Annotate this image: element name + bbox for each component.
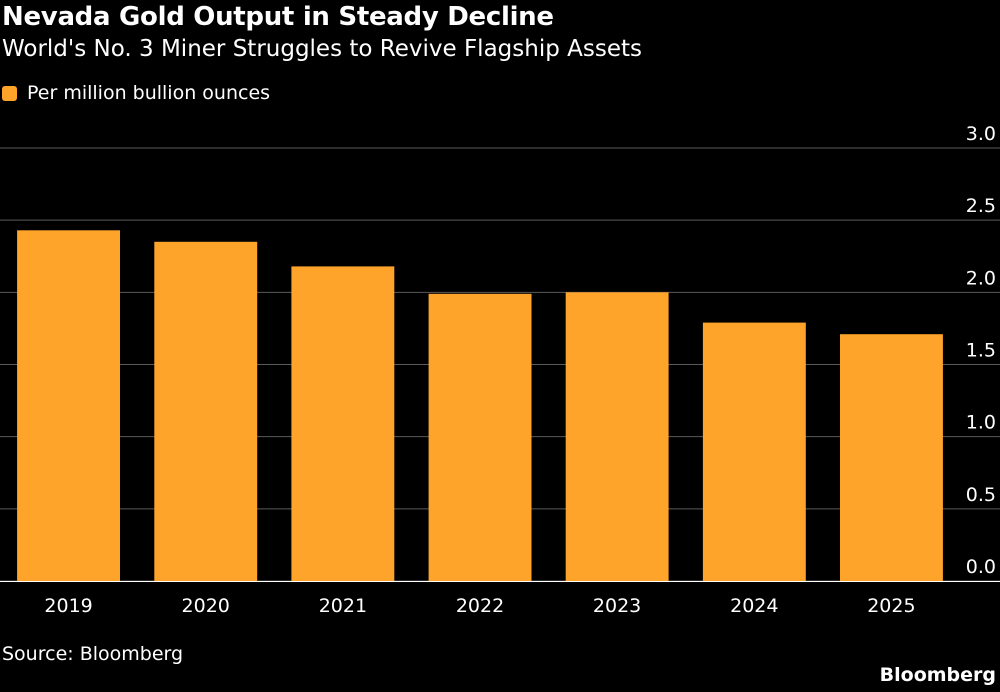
legend: Per million bullion ounces (2, 82, 270, 104)
x-tick-label: 2025 (867, 595, 915, 617)
x-tick-label: 2024 (730, 595, 778, 617)
chart-subtitle: World's No. 3 Miner Struggles to Revive … (2, 36, 642, 62)
bar-2020 (154, 241, 258, 582)
y-tick-label: 2.0 (966, 267, 996, 289)
y-tick-label: 1.5 (966, 340, 996, 362)
x-tick-label: 2019 (44, 595, 92, 617)
chart-title: Nevada Gold Output in Steady Decline (2, 2, 554, 32)
bar-2019 (17, 230, 121, 582)
x-tick-label: 2023 (593, 595, 641, 617)
bar-2024 (702, 322, 806, 581)
legend-swatch (2, 85, 17, 101)
y-tick-label: 1.0 (966, 412, 996, 434)
bar-2022 (428, 293, 532, 581)
bar-2023 (565, 292, 669, 581)
bar-2021 (291, 266, 395, 581)
source-note: Source: Bloomberg (2, 643, 184, 665)
y-tick-label: 0.0 (966, 556, 996, 578)
brand-logo: Bloomberg (879, 664, 996, 686)
x-tick-label: 2021 (319, 595, 367, 617)
legend-label: Per million bullion ounces (27, 82, 271, 104)
y-tick-label: 2.5 (966, 195, 996, 217)
x-tick-label: 2022 (456, 595, 504, 617)
y-tick-label: 0.5 (966, 484, 996, 506)
x-tick-label: 2020 (182, 595, 230, 617)
bar-2025 (840, 334, 943, 581)
y-tick-label: 3.0 (966, 123, 996, 145)
